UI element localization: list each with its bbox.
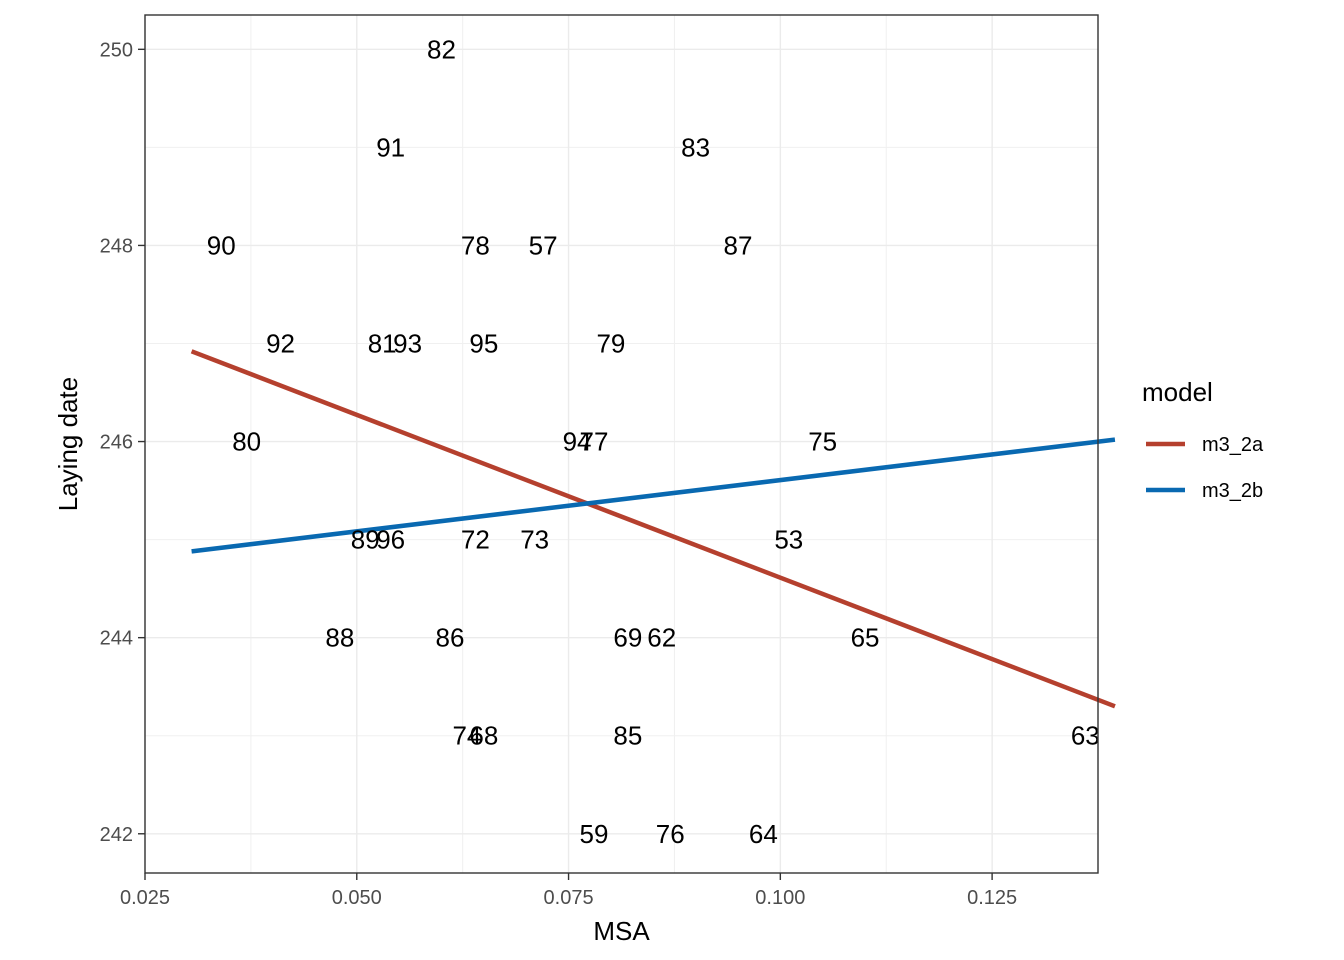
point-label: 76 bbox=[656, 819, 685, 849]
series-line-m3_2b bbox=[191, 437, 1116, 554]
y-tick-label: 246 bbox=[100, 432, 133, 454]
x-tick-label: 0.100 bbox=[755, 887, 805, 909]
x-tick-label: 0.050 bbox=[332, 887, 382, 909]
point-label: 79 bbox=[596, 328, 625, 358]
y-tick-label: 248 bbox=[100, 235, 133, 257]
point-label: 68 bbox=[469, 721, 498, 751]
point-label: 57 bbox=[529, 230, 558, 260]
point-label: 73 bbox=[520, 525, 549, 555]
x-tick-label: 0.025 bbox=[120, 887, 170, 909]
y-tick-label: 250 bbox=[100, 39, 133, 61]
point-label: 96 bbox=[376, 525, 405, 555]
point-label: 95 bbox=[469, 328, 498, 358]
point-label: 82 bbox=[427, 34, 456, 64]
point-label: 83 bbox=[681, 132, 710, 162]
point-label: 64 bbox=[749, 819, 778, 849]
point-label: 94 bbox=[563, 427, 592, 457]
legend: model m3_2a m3_2b bbox=[1142, 377, 1264, 502]
point-label: 78 bbox=[461, 230, 490, 260]
point-label: 87 bbox=[724, 230, 753, 260]
legend-label-m3_2a: m3_2a bbox=[1202, 434, 1264, 456]
point-label: 69 bbox=[613, 623, 642, 653]
point-label: 63 bbox=[1071, 721, 1100, 751]
point-label: 74 bbox=[452, 721, 481, 751]
point-label: 92 bbox=[266, 328, 295, 358]
x-axis: 0.025 0.050 0.075 0.100 0.125 bbox=[120, 873, 1017, 909]
legend-label-m3_2b: m3_2b bbox=[1202, 480, 1263, 502]
point-label: 75 bbox=[808, 427, 837, 457]
y-tick-label: 244 bbox=[100, 628, 133, 650]
x-tick-label: 0.075 bbox=[544, 887, 594, 909]
point-label: 65 bbox=[851, 623, 880, 653]
point-label: 72 bbox=[461, 525, 490, 555]
point-label: 91 bbox=[376, 132, 405, 162]
point-label: 80 bbox=[232, 427, 261, 457]
point-label: 53 bbox=[774, 525, 803, 555]
point-label: 85 bbox=[613, 721, 642, 751]
point-label: 59 bbox=[580, 819, 609, 849]
y-axis: 242 244 246 248 250 bbox=[100, 39, 145, 846]
point-label: 88 bbox=[325, 623, 354, 653]
series-line-m3_2a bbox=[190, 349, 1116, 709]
point-label: 89 bbox=[351, 525, 380, 555]
point-label: 93 bbox=[393, 328, 422, 358]
x-tick-label: 0.125 bbox=[967, 887, 1017, 909]
point-label: 77 bbox=[580, 427, 609, 457]
model-lines bbox=[190, 349, 1116, 709]
panel-border bbox=[144, 14, 1099, 874]
x-axis-title: MSA bbox=[593, 916, 650, 946]
point-label: 81 bbox=[368, 328, 397, 358]
legend-title: model bbox=[1142, 377, 1213, 407]
point-label: 62 bbox=[647, 623, 676, 653]
y-axis-title: Laying date bbox=[53, 377, 83, 511]
point-label: 90 bbox=[207, 230, 236, 260]
y-tick-label: 242 bbox=[100, 824, 133, 846]
point-label: 86 bbox=[435, 623, 464, 653]
